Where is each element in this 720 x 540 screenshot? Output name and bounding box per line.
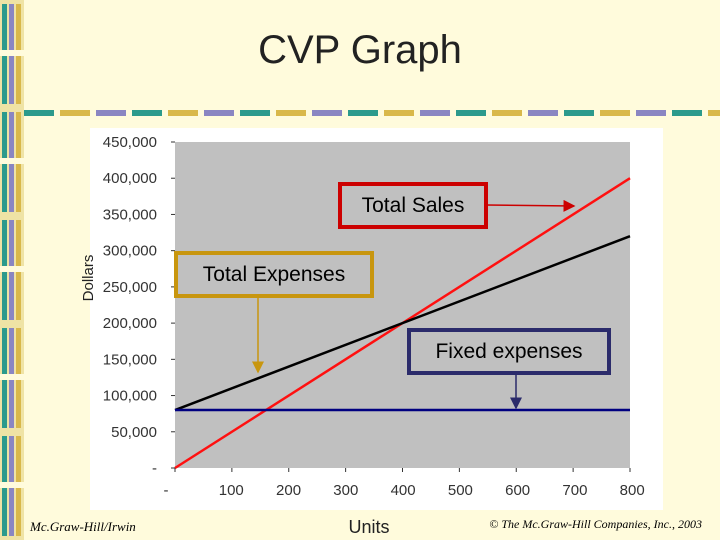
fixed-expenses-callout-box (407, 328, 611, 375)
decorative-side-stripes (0, 0, 24, 540)
y-tick-label: - (152, 460, 157, 477)
series-lines (174, 177, 631, 470)
total-sales-callout-label: Total Sales (362, 194, 465, 217)
x-tick-label: 400 (391, 482, 416, 499)
x-tick-label: 200 (276, 482, 301, 499)
decorative-top-bar (24, 110, 720, 116)
total-expenses-callout-box (174, 251, 374, 298)
fixed-expenses-callout-label: Fixed expenses (435, 340, 582, 363)
total-sales-callout-box (338, 182, 488, 229)
footer-publisher: Mc.Graw-Hill/Irwin (30, 519, 136, 534)
footer-copyright: © The Mc.Graw-Hill Companies, Inc., 2003 (489, 517, 702, 531)
x-tick-label: 300 (333, 482, 358, 499)
x-axis-label: Units (348, 517, 389, 537)
y-tick-label: 150,000 (103, 351, 157, 368)
annotations: Total Sales Total Expenses Fixed expenses (174, 182, 611, 410)
y-tick-label: 300,000 (103, 243, 157, 260)
y-axis: - 50,000 100,000 150,000 200,000 250,000 300,0… (103, 134, 175, 477)
y-tick-label: 250,000 (103, 279, 157, 296)
y-tick-label: 200,000 (103, 315, 157, 332)
x-axis: - 100 200 300 400 500 600 700 800 (164, 468, 645, 499)
x-tick-label: 500 (448, 482, 473, 499)
y-tick-label: 50,000 (111, 424, 157, 441)
x-tick-label: 100 (219, 482, 244, 499)
y-tick-label: 400,000 (103, 170, 157, 187)
y-tick-label: 350,000 (103, 206, 157, 223)
x-tick-label: - (164, 482, 169, 499)
slide-title: CVP Graph (258, 28, 462, 72)
y-tick-label: 450,000 (103, 134, 157, 151)
y-tick-label: 100,000 (103, 388, 157, 405)
x-tick-label: 700 (562, 482, 587, 499)
total-expenses-line (174, 235, 631, 412)
total-expenses-callout-label: Total Expenses (203, 263, 345, 286)
y-axis-label: Dollars (80, 255, 97, 302)
x-tick-label: 800 (620, 482, 645, 499)
x-tick-label: 600 (505, 482, 530, 499)
total-sales-callout-arrow (485, 199, 576, 212)
